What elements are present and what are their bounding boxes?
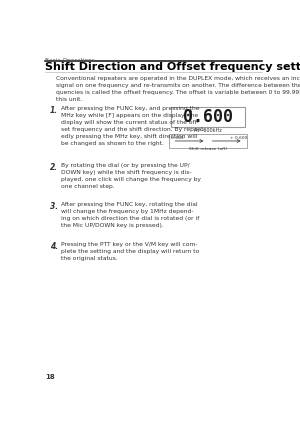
Text: 18: 18 — [45, 374, 55, 380]
Text: Shift Direction and Offset frequency setting: Shift Direction and Offset frequency set… — [45, 62, 300, 73]
Bar — [169, 134, 247, 148]
Text: Basic Operations: Basic Operations — [45, 58, 95, 63]
Text: 1.: 1. — [50, 106, 58, 115]
Text: 0.600: 0.600 — [183, 108, 233, 126]
Text: 3.: 3. — [50, 202, 58, 211]
Text: + 0.600: + 0.600 — [230, 136, 248, 140]
Text: By rotating the dial (or by pressing the UP/
DOWN key) while the shift frequency: By rotating the dial (or by pressing the… — [61, 162, 201, 189]
Text: Shift release (off): Shift release (off) — [189, 147, 227, 151]
Text: At –600kHz: At –600kHz — [194, 128, 222, 133]
Text: Conventional repeaters are operated in the DUPLEX mode, which receives an incomi: Conventional repeaters are operated in t… — [56, 75, 300, 101]
Text: 2.: 2. — [50, 162, 58, 172]
Text: 4.: 4. — [50, 242, 58, 251]
Text: After pressing the FUNC key, and pressing the
MHz key while [F] appears on the d: After pressing the FUNC key, and pressin… — [61, 106, 206, 146]
Bar — [171, 107, 245, 127]
Text: Pressing the PTT key or the V/M key will com-
plete the setting and the display : Pressing the PTT key or the V/M key will… — [61, 242, 199, 261]
Text: After pressing the FUNC key, rotating the dial
will change the frequency by 1MHz: After pressing the FUNC key, rotating th… — [61, 202, 199, 228]
Text: –0.600: –0.600 — [170, 136, 184, 140]
